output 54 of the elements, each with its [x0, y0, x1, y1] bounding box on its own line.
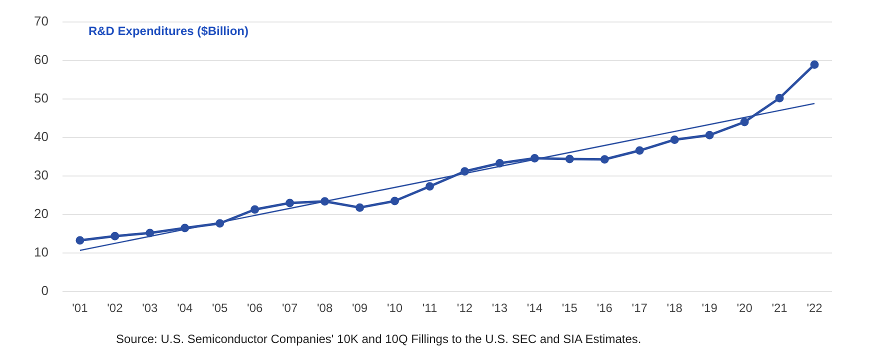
x-tick-label: '20 — [736, 301, 753, 316]
point — [495, 159, 504, 168]
point — [425, 182, 434, 191]
y-tick-label: 20 — [34, 206, 48, 222]
x-tick-label: '03 — [142, 301, 158, 316]
x-tick-label: '18 — [666, 301, 683, 316]
x-tick-label: '13 — [492, 301, 508, 316]
x-tick-label: '11 — [422, 301, 438, 316]
point — [775, 94, 784, 102]
x-tick-label: '10 — [386, 301, 403, 316]
x-tick-label: '02 — [107, 301, 124, 316]
point — [740, 118, 749, 126]
point — [390, 196, 400, 206]
x-tick-label: '16 — [596, 301, 613, 316]
point — [530, 154, 539, 162]
x-tick-label: '19 — [702, 301, 718, 316]
x-tick-label: '12 — [456, 301, 473, 316]
point — [320, 197, 330, 206]
point — [460, 167, 469, 176]
point — [670, 135, 679, 144]
point — [810, 60, 819, 69]
point — [250, 205, 260, 214]
source-note: Source: U.S. Semiconductor Companies' 10K and 10Q Fillings to the U.S. SEC and SIA Estimates. — [116, 332, 642, 346]
x-tick-label: '06 — [247, 301, 263, 316]
x-tick-label: '22 — [806, 301, 823, 316]
point — [286, 198, 294, 208]
x-tick-label: '15 — [562, 301, 578, 316]
point — [110, 232, 120, 240]
y-tick-label: 40 — [34, 129, 48, 144]
y-tick-label: 70 — [34, 13, 48, 28]
point — [216, 219, 224, 228]
point — [76, 236, 84, 245]
y-tick-label: 60 — [34, 52, 48, 67]
point — [705, 130, 714, 140]
chart-title: R&D Expenditures ($Billion) — [88, 24, 248, 38]
y-tick-label: 0 — [41, 283, 48, 298]
point — [635, 146, 644, 155]
x-tick-label: '01 — [72, 301, 88, 316]
point — [356, 203, 364, 212]
point — [146, 228, 154, 238]
point — [600, 155, 609, 164]
point — [180, 224, 190, 232]
x-tick-label: '04 — [177, 301, 194, 316]
x-tick-label: '14 — [526, 301, 543, 316]
x-tick-label: '21 — [772, 301, 788, 316]
y-tick-label: 30 — [34, 168, 48, 183]
x-tick-label: '09 — [352, 301, 368, 316]
y-tick-label: 10 — [34, 244, 48, 260]
x-tick-label: '07 — [282, 301, 298, 316]
x-tick-label: '05 — [212, 301, 228, 316]
x-tick-label: '08 — [316, 301, 333, 316]
point — [565, 154, 574, 164]
x-tick-label: '17 — [632, 301, 648, 316]
y-tick-label: 50 — [34, 90, 48, 106]
